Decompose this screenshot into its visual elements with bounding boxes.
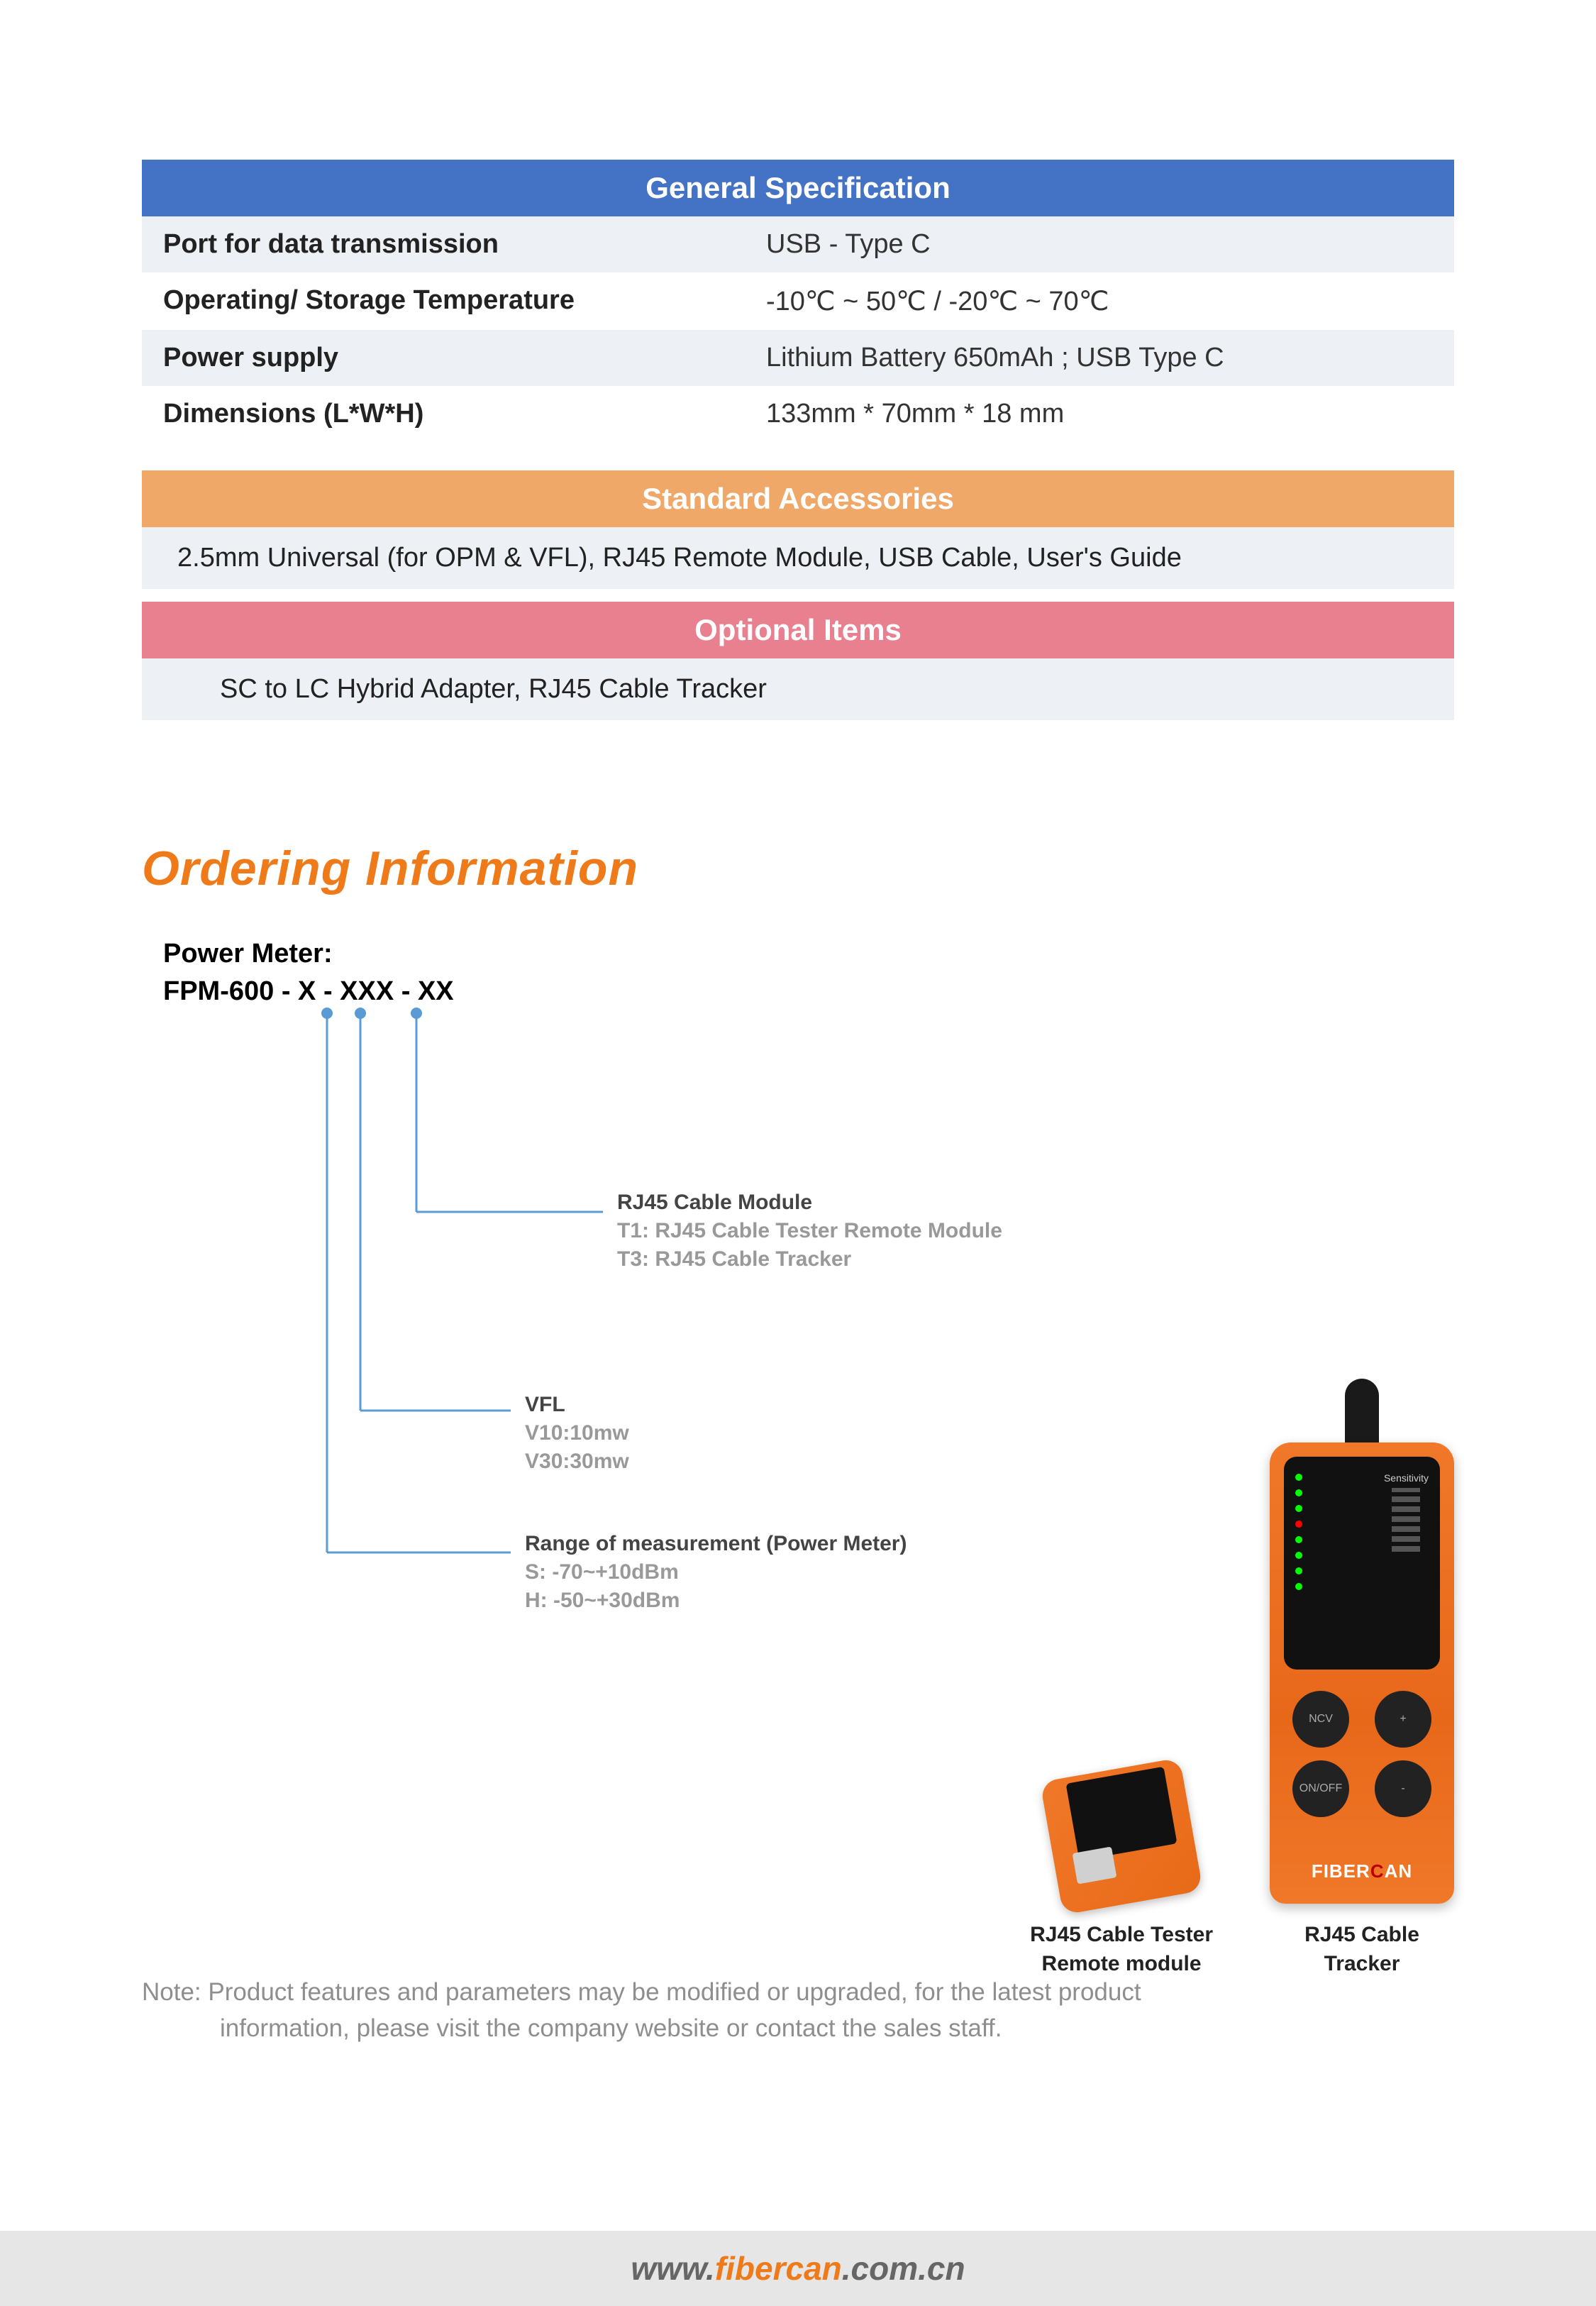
branch-title: RJ45 Cable Module xyxy=(617,1191,1043,1215)
tracker-button: - xyxy=(1375,1760,1431,1817)
spec-label: Port for data transmission xyxy=(163,229,738,260)
branch-title: Range of measurement (Power Meter) xyxy=(525,1532,1021,1556)
branch-line: H: -50~+30dBm xyxy=(525,1589,1021,1613)
branch-line: S: -70~+10dBm xyxy=(525,1560,1021,1584)
branch-title: VFL xyxy=(525,1393,951,1417)
general-spec-header: General Specification xyxy=(142,160,1454,216)
tracker-brand: FIBERCAN xyxy=(1270,1860,1454,1882)
ordering-title: Ordering Information xyxy=(142,841,1454,896)
tracker-button: NCV xyxy=(1292,1691,1349,1748)
product-tracker: Sensitivity NCV + ON/OFF - FIBERCAN xyxy=(1270,1379,1454,1978)
product-remote-module: RJ45 Cable Tester Remote module xyxy=(1030,1762,1213,1978)
spec-value: 133mm * 70mm * 18 mm xyxy=(738,399,1433,429)
spec-row: Port for data transmission USB - Type C xyxy=(142,216,1454,272)
footer-part: .com.cn xyxy=(842,2250,965,2287)
note-text: Note: Product features and parameters ma… xyxy=(142,1975,1454,2047)
spec-label: Operating/ Storage Temperature xyxy=(163,285,738,317)
spec-value: Lithium Battery 650mAh ; USB Type C xyxy=(738,343,1433,373)
standard-accessories-content: 2.5mm Universal (for OPM & VFL), RJ45 Re… xyxy=(142,527,1454,589)
product-caption: RJ45 Cable Tracker xyxy=(1304,1921,1419,1978)
tracker-button: + xyxy=(1375,1691,1431,1748)
sensitivity-label: Sensitivity xyxy=(1384,1472,1429,1484)
branch-line: T1: RJ45 Cable Tester Remote Module xyxy=(617,1219,1043,1243)
optional-items-content: SC to LC Hybrid Adapter, RJ45 Cable Trac… xyxy=(142,658,1454,720)
product-caption: RJ45 Cable Tester Remote module xyxy=(1030,1921,1213,1978)
tracker-button: ON/OFF xyxy=(1292,1760,1349,1817)
power-meter-label: Power Meter: xyxy=(163,939,1454,969)
spec-row: Power supply Lithium Battery 650mAh ; US… xyxy=(142,330,1454,386)
product-images: RJ45 Cable Tester Remote module xyxy=(1030,1379,1454,1978)
optional-items-header: Optional Items xyxy=(142,602,1454,658)
branch-line: T3: RJ45 Cable Tracker xyxy=(617,1247,1043,1271)
remote-module-icon xyxy=(1051,1762,1192,1904)
spec-row: Operating/ Storage Temperature -10℃ ~ 50… xyxy=(142,272,1454,330)
branch-line: V10:10mw xyxy=(525,1421,951,1445)
power-meter-code: FPM-600 - X - XXX - XX xyxy=(163,976,1454,1007)
footer: www.fibercan.com.cn xyxy=(0,2231,1596,2306)
spec-label: Dimensions (L*W*H) xyxy=(163,399,738,429)
spec-value: USB - Type C xyxy=(738,229,1433,260)
standard-accessories-header: Standard Accessories xyxy=(142,470,1454,527)
ordering-block: Power Meter: FPM-600 - X - XXX - XX RJ45… xyxy=(142,939,1454,1932)
branch-vfl: VFL V10:10mw V30:30mw xyxy=(525,1393,951,1474)
branch-rj45: RJ45 Cable Module T1: RJ45 Cable Tester … xyxy=(617,1191,1043,1271)
spec-label: Power supply xyxy=(163,343,738,373)
spec-row: Dimensions (L*W*H) 133mm * 70mm * 18 mm xyxy=(142,386,1454,442)
spec-value: -10℃ ~ 50℃ / -20℃ ~ 70℃ xyxy=(738,285,1433,317)
page-content: General Specification Port for data tran… xyxy=(142,160,1454,2047)
branch-range: Range of measurement (Power Meter) S: -7… xyxy=(525,1532,1021,1613)
branch-line: V30:30mw xyxy=(525,1450,951,1474)
tracker-icon: Sensitivity NCV + ON/OFF - FIBERCAN xyxy=(1270,1379,1454,1904)
footer-part: www. xyxy=(631,2250,714,2287)
footer-part: fibercan xyxy=(715,2250,842,2287)
